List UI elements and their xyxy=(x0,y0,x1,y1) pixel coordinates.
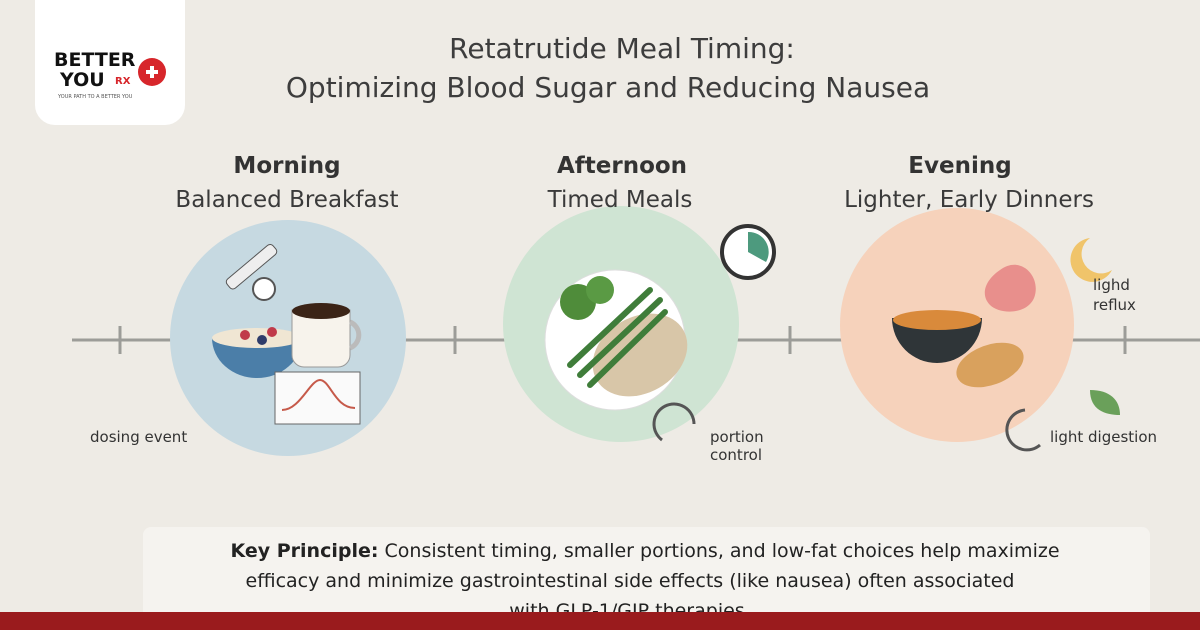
timeline-ticks xyxy=(118,326,1127,354)
note: dosing event xyxy=(90,428,188,446)
logo-text-2: YOU xyxy=(60,69,105,91)
column-heading: Morning xyxy=(233,153,341,179)
column-subheading: Timed Meals xyxy=(547,187,693,213)
note: portion xyxy=(710,428,764,446)
title-line: Optimizing Blood Sugar and Reducing Naus… xyxy=(285,71,931,104)
key-principle-box xyxy=(143,527,1150,627)
column-subheading: Lighter, Early Dinners xyxy=(844,187,1094,213)
note: reflux xyxy=(1093,296,1136,314)
logo-cross xyxy=(146,66,158,78)
key-principle-label: Key Principle: xyxy=(230,540,379,562)
footer-bar-cover xyxy=(0,612,1200,630)
logo-tagline: YOUR PATH TO A BETTER YOU xyxy=(58,94,133,100)
key-principle-line: efficacy and minimize gastrointestinal s… xyxy=(245,570,1015,592)
note: light digestion xyxy=(1050,428,1157,446)
afternoon-icons xyxy=(544,224,776,442)
key-principle-line: Key Principle: Consistent timing, smalle… xyxy=(230,540,1059,562)
key-principle-text: Consistent timing, smaller portions, and… xyxy=(384,540,1060,562)
note: lighd xyxy=(1093,276,1130,294)
logo-rx: RX xyxy=(115,76,131,87)
column-subheading: Balanced Breakfast xyxy=(175,187,399,213)
logo-text-1: BETTER xyxy=(54,49,136,71)
evening-icons xyxy=(892,238,1120,452)
title-line: Retatrutide Meal Timing: xyxy=(449,32,795,65)
column-heading: Afternoon xyxy=(556,153,688,179)
logo-card xyxy=(35,0,185,125)
column-heading: Evening xyxy=(908,153,1012,179)
note: control xyxy=(710,446,762,464)
morning-icons xyxy=(212,243,362,425)
